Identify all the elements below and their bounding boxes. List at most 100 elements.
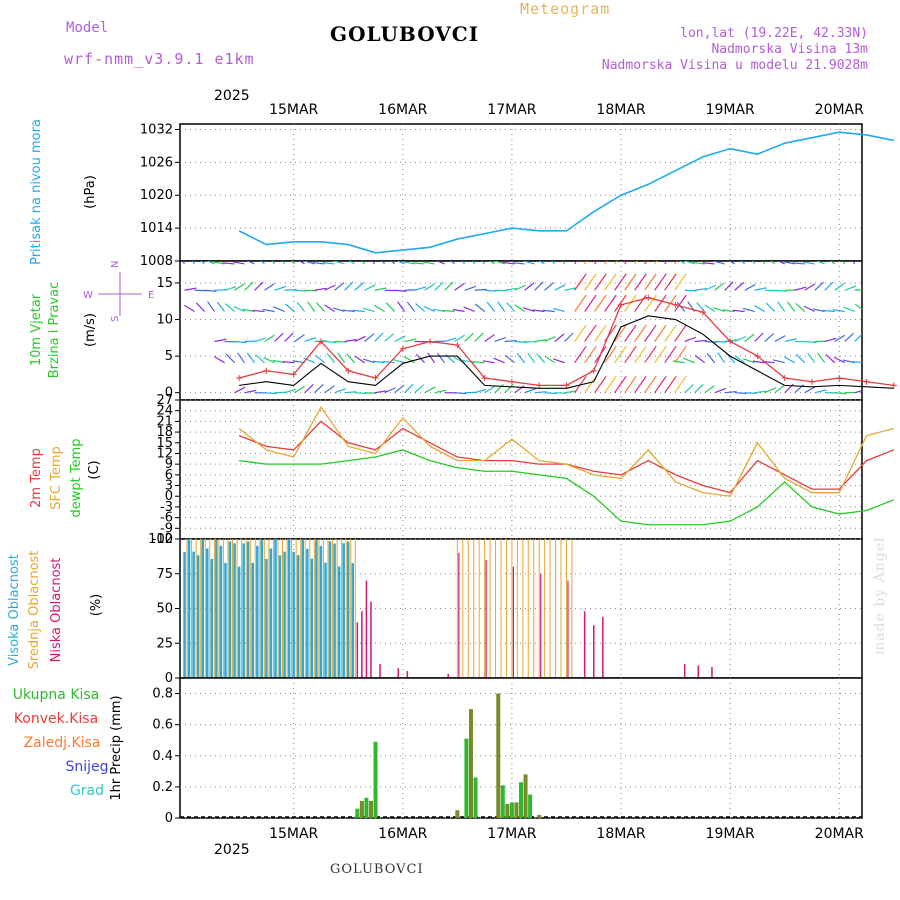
wind-arrow: [434, 389, 447, 394]
wind-arrow: [332, 307, 345, 313]
wind-arrow: [314, 383, 324, 394]
wind-arrow: [574, 345, 587, 364]
y-tick-label: 1026: [140, 155, 173, 170]
wind-arrow: [304, 336, 317, 343]
wind-arrow: [303, 357, 315, 364]
wind-arrow: [604, 273, 617, 291]
wind-arrow: [684, 289, 697, 292]
wind-arrow: [604, 345, 617, 364]
wind-arrow: [674, 345, 687, 364]
wind-arrow: [574, 324, 587, 342]
wind-arrow: [348, 261, 355, 265]
y-tick-label: 15: [156, 276, 173, 291]
wind-arrow: [744, 284, 756, 291]
wind-arrow: [344, 281, 354, 291]
wind-arrow: [324, 385, 335, 394]
wind-arrow: [584, 294, 597, 312]
wind-arrow: [284, 303, 295, 312]
cloud-ylabel-low: Niska Oblacnost: [49, 558, 64, 663]
wind-arrow: [614, 375, 627, 394]
date-label-bottom: 20MAR: [815, 826, 864, 842]
wind-arrow: [304, 384, 314, 394]
wind-arrow: [216, 301, 226, 312]
wind-arrow: [717, 352, 726, 364]
wind-arrow: [594, 294, 607, 312]
precip-bar: [455, 810, 460, 818]
wind-arrow: [436, 261, 445, 265]
wind-arrow: [484, 334, 495, 342]
wind-arrow: [252, 309, 265, 313]
wind-arrow: [524, 282, 535, 291]
wind-arrow: [497, 301, 506, 312]
date-label-top: 17MAR: [487, 102, 536, 118]
wind-arrow: [324, 284, 336, 291]
wind-arrow: [554, 284, 566, 291]
wind-arrow: [332, 261, 345, 265]
precip-bar: [464, 738, 469, 818]
wind-arrow: [474, 288, 487, 291]
wind-arrow: [832, 309, 845, 313]
wind-arrow: [706, 353, 716, 364]
wind-arrow: [624, 345, 637, 364]
wind-arrow: [672, 360, 685, 364]
wind-arrow: [244, 281, 254, 291]
wind-arrow: [714, 340, 727, 343]
wind-arrow: [865, 290, 877, 291]
wind-arrow: [624, 294, 637, 312]
wind-arrow: [594, 261, 598, 265]
wind-arrow: [242, 308, 255, 313]
wind-arrow: [634, 345, 647, 364]
wind-gust-marker: [536, 382, 543, 389]
wind-arrow: [432, 308, 445, 313]
wind-arrow: [852, 361, 862, 364]
wind-arrow: [812, 308, 825, 313]
wind-arrow: [471, 261, 476, 265]
wind-arrow: [494, 289, 507, 292]
y-tick-label: 0: [165, 386, 173, 401]
wind-arrow: [684, 336, 697, 343]
wind-arrow: [724, 390, 737, 394]
wind-arrow: [713, 307, 725, 313]
wind-arrow: [314, 287, 327, 291]
y-tick-label: 24: [156, 404, 173, 419]
wind-arrow: [397, 301, 406, 312]
wind-arrow: [554, 392, 567, 394]
wind-arrow: [679, 261, 686, 265]
wind-arrow: [664, 345, 677, 364]
wind-arrow: [514, 284, 526, 291]
y-tick-label: -12: [152, 532, 173, 547]
wind-arrow: [527, 352, 536, 364]
pressure-ylabel: Pritisak na nivou mora: [29, 119, 44, 265]
wind-arrow: [264, 334, 275, 342]
wind-arrow: [394, 289, 407, 292]
wind-arrow: [402, 261, 415, 265]
wind-arrow: [777, 261, 785, 265]
wind-arrow: [344, 339, 357, 343]
wind-arrow: [761, 261, 766, 265]
wind-arrow: [536, 353, 546, 364]
wind-arrow: [815, 261, 825, 265]
wind-arrow: [734, 392, 747, 395]
wind-arrow: [644, 324, 657, 342]
wind-arrow: [298, 261, 305, 265]
wind-arrow: [834, 282, 845, 291]
station-title: GOLUBOVCI: [330, 22, 480, 46]
date-label-top: 18MAR: [596, 102, 645, 118]
wind-arrow: [795, 302, 806, 312]
panel-frame: [179, 399, 863, 540]
wind-arrow: [360, 261, 366, 265]
lonlat-label: lon,lat (19.22E, 42.33N): [680, 26, 868, 41]
wind-arrow: [734, 355, 746, 364]
precip-bar: [509, 802, 514, 818]
precip-legend-item: Zaledj.Kisa: [24, 735, 101, 751]
wind-arrow: [274, 332, 284, 342]
elevation-label: Nadmorska Visina 13m: [711, 42, 868, 57]
wind-arrow: [352, 309, 365, 313]
wind-gust-marker: [317, 338, 324, 345]
wind-arrow: [704, 385, 715, 394]
wind-arrow: [392, 359, 405, 364]
wind-arrow: [334, 388, 347, 394]
wind-arrow: [444, 281, 454, 291]
wind-arrow: [474, 303, 486, 312]
wind-arrow: [362, 307, 375, 313]
